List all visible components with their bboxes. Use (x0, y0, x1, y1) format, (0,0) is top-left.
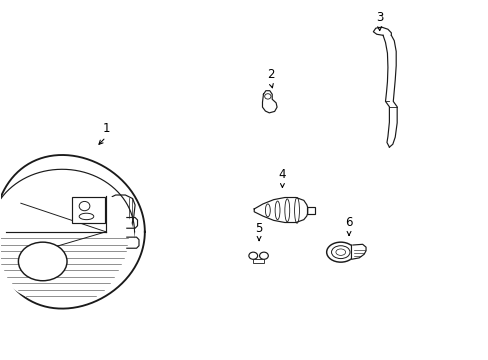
Polygon shape (382, 35, 396, 147)
Ellipse shape (19, 242, 67, 281)
Text: 2: 2 (267, 68, 274, 81)
Bar (72, 197, 105, 223)
Ellipse shape (331, 246, 349, 258)
Text: 5: 5 (255, 222, 262, 235)
Ellipse shape (264, 94, 270, 99)
Ellipse shape (326, 242, 354, 262)
Ellipse shape (335, 249, 345, 255)
Ellipse shape (0, 180, 135, 305)
Text: 4: 4 (278, 168, 285, 181)
Polygon shape (254, 198, 307, 222)
Ellipse shape (259, 252, 268, 259)
Text: 3: 3 (375, 11, 383, 24)
Bar (306, 207, 315, 214)
Ellipse shape (79, 213, 94, 220)
Text: 1: 1 (102, 122, 109, 135)
Text: 6: 6 (345, 216, 352, 229)
Ellipse shape (248, 252, 257, 259)
Polygon shape (351, 244, 366, 259)
Polygon shape (262, 91, 277, 113)
Ellipse shape (79, 202, 90, 211)
Bar (252, 259, 264, 263)
